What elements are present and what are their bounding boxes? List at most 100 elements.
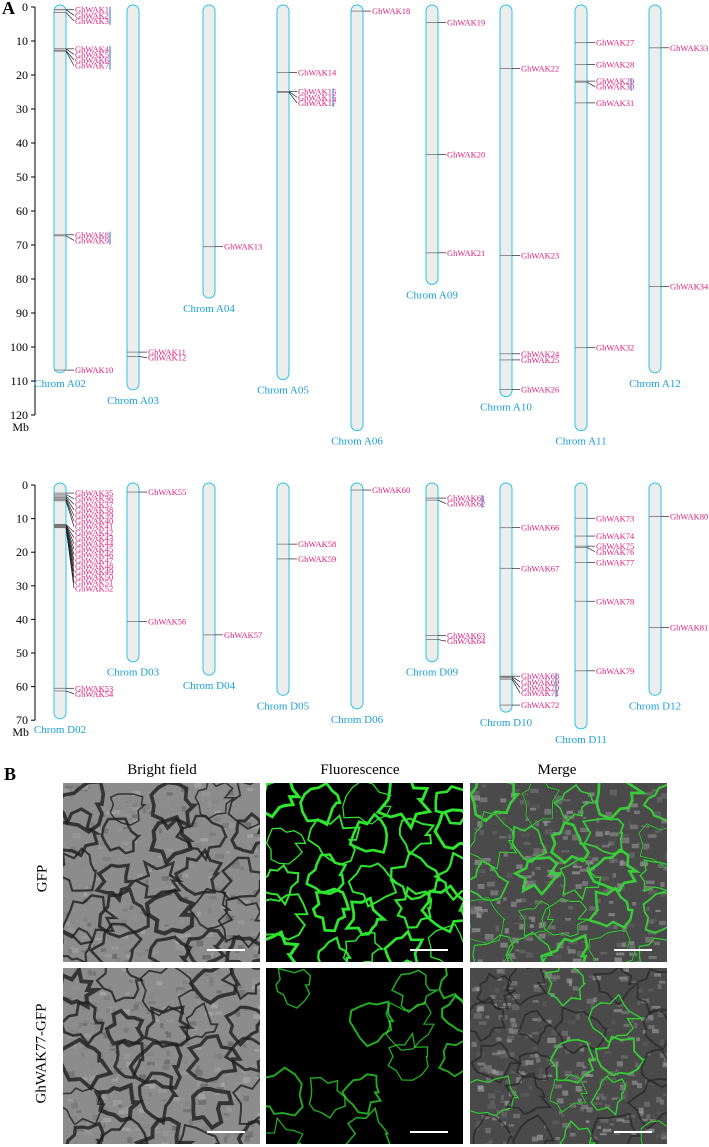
gene-connector — [65, 51, 75, 66]
gene-label: GhWAK41 — [75, 522, 113, 532]
gene-label: GhWAK46 — [75, 550, 113, 560]
chromosome-name: Chrom D12 — [629, 700, 681, 712]
chromosome-bar — [276, 482, 290, 696]
gene-connector — [511, 679, 521, 694]
gene-connector — [65, 690, 75, 695]
top-block-axis-tick-label: 120 — [10, 408, 28, 422]
chromosome-name: Chrom D09 — [406, 667, 459, 679]
gene-label: GhWAK21 — [447, 248, 485, 258]
top-block-axis-unit: Mb — [12, 420, 29, 434]
chromosome-bar — [53, 4, 67, 374]
chromosome-bar — [648, 4, 662, 374]
micrograph-image — [266, 968, 463, 1144]
chromosome-bar — [350, 482, 364, 710]
micrograph-ghwak77-merge — [470, 968, 667, 1144]
gene-label: GhWAK80 — [670, 512, 708, 522]
top-block-axis-tick-label: 60 — [16, 204, 28, 218]
chromosome-bar — [202, 4, 216, 299]
gene-connector — [288, 91, 298, 98]
gene-label: GhWAK4 — [75, 44, 110, 54]
gene-label: GhWAK75 — [596, 541, 634, 551]
chromosome-name: Chrom A03 — [107, 395, 159, 407]
gene-label: GhWAK68 — [521, 671, 559, 681]
gene-label: GhWAK79 — [596, 666, 634, 676]
gene-label: GhWAK42 — [75, 527, 113, 537]
top-block-axis-tick-label: 10 — [16, 34, 28, 48]
gene-label: GhWAK8 — [75, 230, 109, 240]
bottom-block-axis-tick-label: 20 — [16, 545, 28, 559]
gene-label: GhWAK74 — [596, 531, 635, 541]
bottom-block-axis-tick-label: 60 — [16, 680, 28, 694]
gene-label: GhWAK16 — [298, 92, 336, 102]
gene-label: GhWAK17 — [298, 98, 336, 108]
gene-label: GhWAK59 — [298, 554, 336, 564]
gene-label: GhWAK22 — [521, 64, 559, 74]
bottom-block-axis-tick-label: 0 — [22, 478, 28, 492]
chromosome-bar — [499, 4, 513, 398]
gene-connector — [65, 12, 75, 22]
micrograph-gfp-merge — [470, 783, 667, 962]
gene-connector — [65, 497, 75, 511]
gene-label: GhWAK31 — [596, 98, 634, 108]
chromosome-bar — [574, 482, 588, 730]
top-block-axis-tick-label: 100 — [10, 340, 28, 354]
chromosome-bar — [648, 482, 662, 696]
gene-label: GhWAK81 — [670, 622, 708, 632]
gene-label: GhWAK23 — [521, 251, 559, 261]
gene-label: GhWAK61 — [447, 493, 485, 503]
row-label-ghwak77-gfp: GhWAK77-GFP — [33, 1003, 50, 1104]
gene-label: GhWAK2 — [75, 10, 109, 20]
top-block-axis-tick-label: 80 — [16, 272, 28, 286]
top-block-axis-tick-label: 30 — [16, 102, 28, 116]
chromosome-name: Chrom D06 — [331, 714, 384, 726]
gene-label: GhWAK62 — [447, 499, 485, 509]
gene-label: GhWAK35 — [75, 488, 113, 498]
micrograph-image — [470, 968, 667, 1144]
chromosome-name: Chrom A09 — [406, 289, 458, 301]
gene-connector — [65, 235, 75, 241]
gene-label: GhWAK34 — [670, 281, 709, 291]
micrograph-image — [63, 968, 260, 1144]
gene-label: GhWAK19 — [447, 18, 485, 28]
gene-label: GhWAK55 — [148, 487, 186, 497]
gene-label: GhWAK18 — [372, 6, 410, 16]
gene-label: GhWAK6 — [75, 55, 109, 65]
chromosome-bar — [53, 482, 67, 720]
gene-label: GhWAK71 — [521, 688, 559, 698]
micrograph-image — [266, 783, 463, 962]
gene-label: GhWAK30 — [596, 82, 634, 92]
gene-connector — [586, 547, 596, 553]
gene-label: GhWAK32 — [596, 343, 634, 353]
gene-label: GhWAK57 — [224, 630, 262, 640]
gene-label: GhWAK56 — [148, 616, 186, 626]
gene-connector — [138, 356, 148, 359]
gene-label: GhWAK28 — [596, 59, 634, 69]
chromosome-name: Chrom A06 — [331, 436, 383, 448]
micrograph-image — [470, 783, 667, 962]
chromosome-bar — [202, 482, 216, 676]
gene-label: GhWAK39 — [75, 510, 113, 520]
gene-label: GhWAK54 — [75, 689, 114, 699]
chromosome-name: Chrom A05 — [257, 385, 309, 397]
gene-label: GhWAK12 — [148, 353, 186, 363]
chromosome-bar — [276, 4, 290, 381]
top-block-axis-tick-label: 50 — [16, 170, 28, 184]
chromosome-name: Chrom A02 — [34, 378, 86, 390]
gene-label: GhWAK36 — [75, 494, 113, 504]
gene-label: GhWAK60 — [372, 485, 410, 495]
chromosome-bar — [499, 482, 513, 713]
gene-label: GhWAK27 — [596, 38, 634, 48]
gene-label: GhWAK51 — [75, 578, 113, 588]
gene-label: GhWAK43 — [75, 533, 113, 543]
gene-label: GhWAK13 — [224, 242, 262, 252]
chromosome-bar — [425, 482, 439, 663]
gene-connector — [437, 639, 447, 642]
chromosome-bar — [425, 4, 439, 285]
chromosome-name: Chrom D04 — [183, 680, 236, 692]
gene-connector — [65, 524, 75, 539]
gene-label: GhWAK40 — [75, 516, 113, 526]
chromosome-bar — [126, 482, 140, 663]
top-block-axis-tick-label: 70 — [16, 238, 28, 252]
column-title-bright-field: Bright field — [127, 762, 197, 778]
